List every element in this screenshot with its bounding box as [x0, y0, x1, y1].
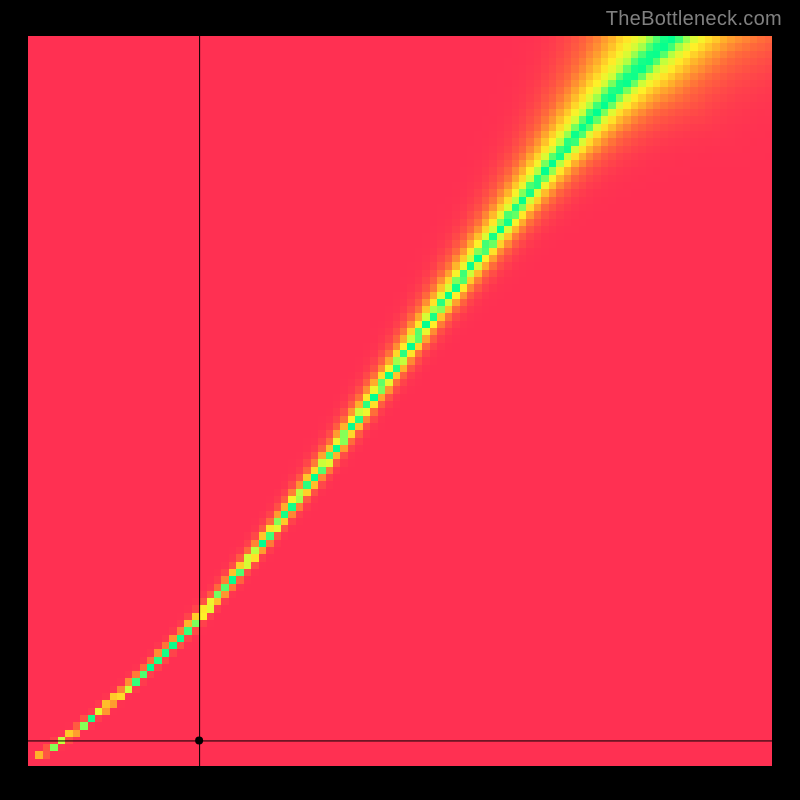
bottleneck-heatmap [28, 36, 772, 766]
watermark-text: TheBottleneck.com [606, 8, 782, 31]
heatmap-canvas [28, 36, 772, 766]
